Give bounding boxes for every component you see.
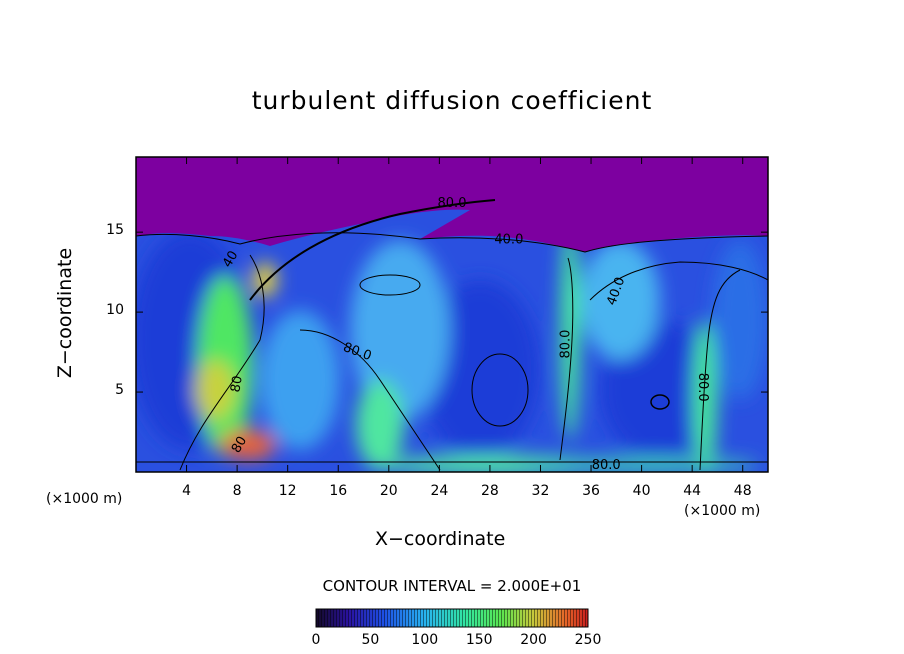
colorbar-stripes (316, 609, 588, 627)
x-axis-unit-label: (×1000 m) (684, 503, 761, 519)
y-axis-unit-label: (×1000 m) (46, 491, 123, 507)
x-tick-label: 24 (430, 483, 449, 499)
colorbar (315, 608, 589, 628)
contour-label: 80.0 (438, 196, 467, 211)
x-axis-ticks (186, 157, 744, 472)
contour-line (179, 254, 265, 471)
x-tick-label: 8 (232, 483, 242, 499)
y-axis-ticks (136, 231, 768, 393)
contour-label: 80 (229, 434, 250, 456)
colorbar-tick-label: 100 (411, 632, 439, 648)
contour-line (299, 329, 441, 471)
field-blob (350, 240, 450, 420)
x-tick-label: 28 (480, 483, 499, 499)
x-tick-label: 32 (531, 483, 550, 499)
y-tick-label: 15 (106, 222, 124, 239)
x-tick-label: 44 (683, 483, 702, 499)
contour-interval-text: CONTOUR INTERVAL = 2.000E+01 (322, 577, 582, 595)
x-tick-label: 12 (278, 483, 297, 499)
contour-label: 80.0 (558, 330, 573, 359)
contour-label: 80 (228, 375, 246, 394)
chart-title: turbulent diffusion coefficient (251, 86, 653, 115)
contour-line (559, 257, 574, 461)
x-axis-label: X−coordinate (375, 528, 506, 550)
colorbar-tick-label: 150 (465, 632, 493, 648)
contour-label: 40 (220, 248, 241, 270)
field-blob (560, 220, 580, 440)
top-streamer (249, 199, 496, 301)
field-blob (220, 430, 276, 460)
contour-line (136, 232, 768, 253)
x-tick-label: 48 (733, 483, 752, 499)
contour-line (650, 394, 670, 410)
x-tick-label: 16 (329, 483, 348, 499)
x-tick-label: 4 (182, 483, 191, 499)
x-tick-label: 36 (582, 483, 600, 499)
colorbar-tick-label: 0 (311, 632, 321, 648)
colorbar-frame (315, 608, 589, 628)
contour-line (471, 353, 529, 427)
contour-label: 80.0 (695, 373, 710, 402)
field-blob (420, 280, 540, 460)
plot-frame (135, 156, 769, 473)
contour-line (699, 269, 741, 471)
contour-label: 40.0 (494, 233, 523, 248)
field-blob (520, 457, 760, 472)
colorbar-tick-label: 250 (574, 632, 602, 648)
colorbar-tick-label: 200 (520, 632, 547, 648)
x-tick-label: 20 (379, 483, 398, 499)
x-tick-label: 40 (632, 483, 651, 499)
contour-line (359, 274, 421, 296)
contour-label: 80.0 (592, 458, 621, 473)
field-blob (712, 240, 768, 400)
field-blob (260, 310, 340, 450)
field-blob (693, 320, 717, 472)
colorbar-tick-label: 50 (361, 632, 380, 648)
field-blob (356, 380, 404, 470)
y-tick-label: 10 (106, 302, 124, 319)
y-tick-label: 5 (115, 382, 124, 399)
contour-line (589, 261, 768, 301)
field-blob (195, 360, 235, 420)
